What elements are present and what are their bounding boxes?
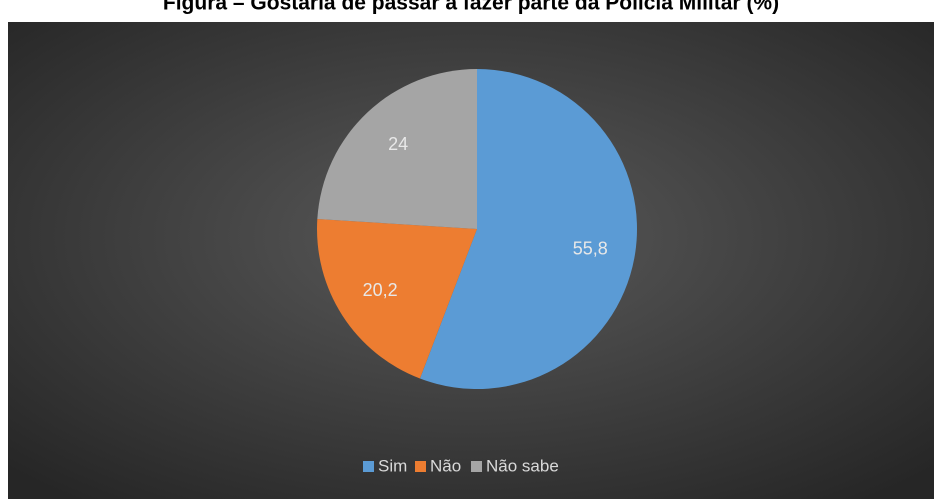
data-label: 55,8 — [573, 239, 608, 259]
legend-label: Não sabe — [486, 456, 559, 475]
legend-label: Não — [430, 456, 461, 475]
pie-slice — [419, 69, 637, 389]
data-label: 24 — [388, 134, 408, 154]
pie-slice — [317, 218, 477, 379]
legend-label: Sim — [378, 456, 407, 475]
legend-swatch — [415, 461, 426, 472]
pie-slice — [317, 69, 477, 229]
chart-title: Figura – Gostaria de passar a fazer part… — [163, 0, 779, 15]
data-label: 20,2 — [363, 280, 398, 300]
legend-swatch — [471, 461, 482, 472]
legend-swatch — [363, 461, 374, 472]
